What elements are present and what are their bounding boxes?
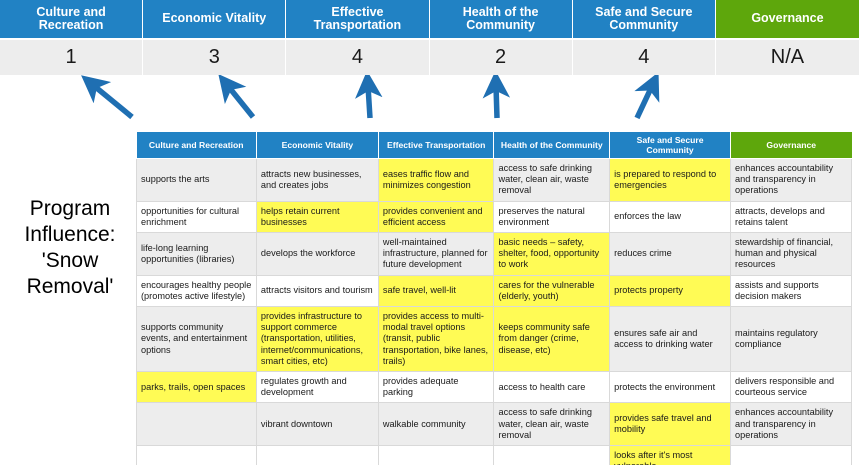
arrow-to-culture-and-recreation [81,75,134,120]
arrow-to-economic-vitality [218,75,256,119]
matrix-cell[interactable]: protects property [609,274,732,308]
matrix-cell[interactable]: regulates growth and development [255,371,379,404]
matrix-cell[interactable]: opportunities for cultural enrichment [136,200,257,234]
scorecard-header-culture-and-recreation: Culture and Recreation [0,0,144,38]
program-influence-label-line-2: Influence: [24,223,116,246]
matrix-header-effective-transportation[interactable]: Effective Transportation [378,132,495,159]
matrix-cell[interactable]: enforces the law [609,200,732,234]
matrix-cell[interactable]: parks, trails, open spaces [136,371,257,404]
matrix-cell[interactable]: is prepared to respond to emergencies [609,158,732,202]
matrix-cell[interactable]: life-long learning opportunities (librar… [136,232,257,276]
matrix-row: encourages healthy people (promotes acti… [136,274,852,308]
matrix-cell[interactable]: preserves the natural environment [493,200,611,234]
matrix-cell[interactable]: supports the arts [136,158,257,202]
matrix-cell[interactable] [493,445,611,465]
matrix-cell[interactable]: attracts visitors and tourism [255,274,379,308]
matrix-cell[interactable]: assists and supports decision makers [730,274,852,308]
matrix-cell[interactable]: keeps community safe from danger (crime,… [493,306,611,373]
matrix-cell[interactable]: provides safe travel and mobility [609,402,732,447]
matrix-row: parks, trails, open spaces regulates grow… [136,371,852,404]
matrix-cell[interactable]: access to health care [493,371,611,404]
scorecard-header-effective-transportation: Effective Transportation [286,0,430,38]
matrix-cell[interactable]: provides infrastructure to support comme… [255,306,379,373]
scorecard-band: Culture and Recreation 1 Economic Vitali… [0,0,859,75]
matrix-header-health-of-the-community[interactable]: Health of the Community [493,132,611,159]
scorecard-header-health-of-the-community: Health of the Community [429,0,573,38]
scorecard-column-culture-and-recreation[interactable]: Culture and Recreation 1 [0,0,144,75]
matrix-cell[interactable]: develops the workforce [255,232,379,276]
matrix-cell[interactable] [136,402,257,447]
arrow-to-safe-and-secure-community [634,75,660,120]
matrix-cell[interactable]: provides access to multi-modal travel op… [377,306,495,373]
matrix-row: vibrant downtown walkable community access… [136,402,852,447]
matrix-cell[interactable] [136,445,257,465]
matrix-row: opportunities for cultural enrichment hel… [136,200,852,234]
matrix-cell[interactable]: vibrant downtown [255,402,379,447]
program-influence-label-line-3: 'Snow [41,249,99,272]
matrix-row: life-long learning opportunities (librar… [136,232,852,276]
matrix-cell[interactable] [255,445,379,465]
arrow-to-effective-transportation [355,75,383,119]
scorecard-column-safe-and-secure-community[interactable]: Safe and Secure Community 4 [572,0,716,75]
matrix-cell[interactable]: ensures safe air and access to drinking … [609,306,732,373]
matrix-cell[interactable]: encourages healthy people (promotes acti… [136,274,257,308]
scorecard-header-governance: Governance [715,0,859,38]
matrix-cell[interactable]: enhances accountability and transparency… [730,402,852,447]
program-influence-label-line-4: Removal' [26,275,114,298]
influence-matrix-table: Culture and Recreation Economic Vitality… [136,132,852,465]
matrix-cell[interactable]: provides convenient and efficient access [377,200,495,234]
arrows-group [81,75,660,120]
matrix-cell[interactable]: walkable community [377,402,495,447]
matrix-cell[interactable]: supports community events, and entertain… [136,306,257,373]
matrix-cell[interactable]: enhances accountability and transparency… [730,158,852,202]
scorecard-column-health-of-the-community[interactable]: Health of the Community 2 [429,0,573,75]
matrix-header-culture-and-recreation[interactable]: Culture and Recreation [136,132,257,159]
scorecard-column-effective-transportation[interactable]: Effective Transportation 4 [286,0,430,75]
matrix-cell[interactable]: looks after it's most vulnerable [609,445,732,465]
scorecard-score-health-of-the-community: 2 [429,38,573,75]
matrix-cell[interactable] [377,445,495,465]
matrix-cell[interactable]: protects the environment [609,371,732,404]
matrix-header-economic-vitality[interactable]: Economic Vitality [256,132,379,159]
arrow-to-health-of-the-community [482,75,511,119]
matrix-cell[interactable]: delivers responsible and courteous servi… [730,371,852,404]
matrix-row: supports community events, and entertain… [136,306,852,373]
scorecard-score-governance: N/A [715,38,859,75]
matrix-cell[interactable]: reduces crime [609,232,732,276]
matrix-header-safe-and-secure-community[interactable]: Safe and Secure Community [609,132,732,159]
matrix-cell[interactable]: safe travel, well-lit [377,274,495,308]
matrix-header-governance[interactable]: Governance [730,132,852,159]
matrix-cell[interactable]: well-maintained infrastructure, planned … [377,232,495,276]
scorecard-header-economic-vitality: Economic Vitality [143,0,287,38]
matrix-cell[interactable]: cares for the vulnerable (elderly, youth… [493,274,611,308]
matrix-body: supports the arts attracts new businesses… [136,158,852,465]
matrix-cell[interactable]: access to safe drinking water, clean air… [493,158,611,202]
matrix-cell[interactable]: eases traffic flow and minimizes congest… [377,158,495,202]
scorecard-score-culture-and-recreation: 1 [0,38,144,75]
matrix-row: supports the arts attracts new businesses… [136,158,852,202]
scorecard-score-effective-transportation: 4 [286,38,430,75]
matrix-cell[interactable] [730,445,852,465]
matrix-cell[interactable]: access to safe drinking water, clean air… [493,402,611,447]
scorecard-score-economic-vitality: 3 [143,38,287,75]
scorecard-header-safe-and-secure-community: Safe and Secure Community [572,0,716,38]
program-influence-label: Program Influence: 'Snow Removal' [6,196,134,300]
matrix-cell[interactable]: attracts, develops and retains talent [730,200,852,234]
matrix-cell[interactable]: maintains regulatory compliance [730,306,852,373]
matrix-header-row: Culture and Recreation Economic Vitality… [136,132,852,159]
scorecard-column-economic-vitality[interactable]: Economic Vitality 3 [143,0,287,75]
matrix-cell[interactable]: provides adequate parking [377,371,495,404]
scorecard-score-safe-and-secure-community: 4 [572,38,716,75]
matrix-row: looks after it's most vulnerable [136,445,852,465]
matrix-cell[interactable]: stewardship of financial, human and phys… [730,232,852,276]
matrix-cell[interactable]: basic needs – safety, shelter, food, opp… [493,232,611,276]
scorecard-column-governance[interactable]: Governance N/A [715,0,859,75]
matrix-cell[interactable]: attracts new businesses, and creates job… [255,158,379,202]
program-influence-label-line-1: Program [29,197,111,220]
matrix-cell[interactable]: helps retain current businesses [255,200,379,234]
